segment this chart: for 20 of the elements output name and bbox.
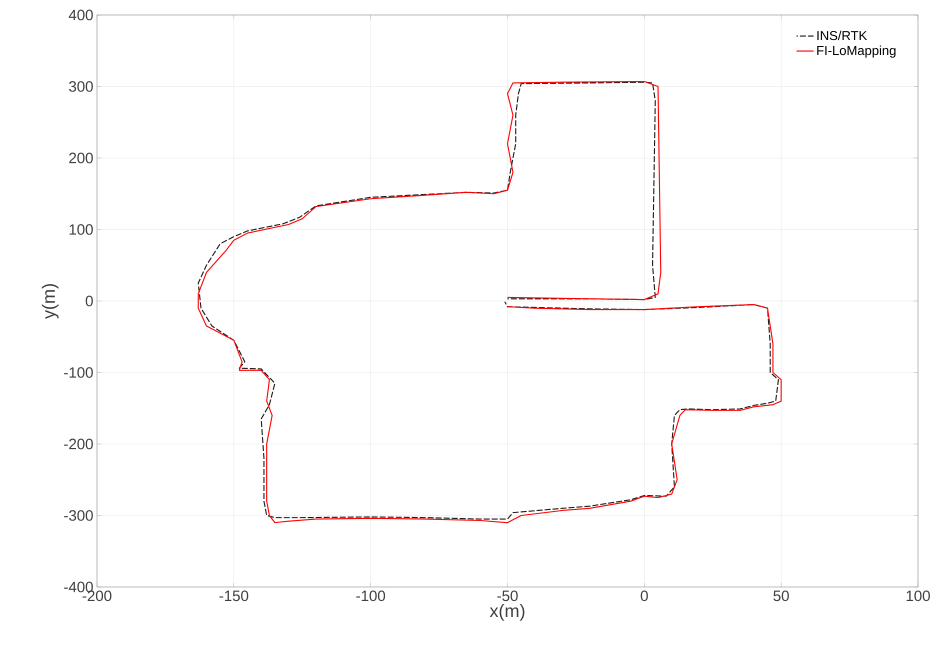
y-tick-label: 100 xyxy=(70,224,93,235)
x-tick-label: -100 xyxy=(356,590,386,602)
y-tick-label: -200 xyxy=(64,438,93,450)
x-tick-label: 100 xyxy=(906,590,930,602)
legend-label: FI-LoMapping xyxy=(817,46,896,58)
y-tick-label: -100 xyxy=(64,367,93,378)
x-tick-label: -50 xyxy=(497,590,518,602)
y-tick-label: 300 xyxy=(69,81,93,92)
y-tick-label: 0 xyxy=(86,296,93,306)
x-tick-label: 50 xyxy=(773,590,789,602)
x-tick-label: -150 xyxy=(219,590,248,602)
y-tick-label: 200 xyxy=(69,152,93,164)
y-axis-title: y(m) xyxy=(42,284,59,319)
y-tick-label: 400 xyxy=(68,10,93,20)
y-tick-label: -300 xyxy=(64,510,93,521)
x-tick-label: 0 xyxy=(640,590,648,602)
y-tick-label: -400 xyxy=(64,582,93,592)
x-axis-title: x(m) xyxy=(490,604,524,621)
x-tick-label: -200 xyxy=(82,590,112,602)
legend-label: INS/RTK xyxy=(817,30,868,40)
